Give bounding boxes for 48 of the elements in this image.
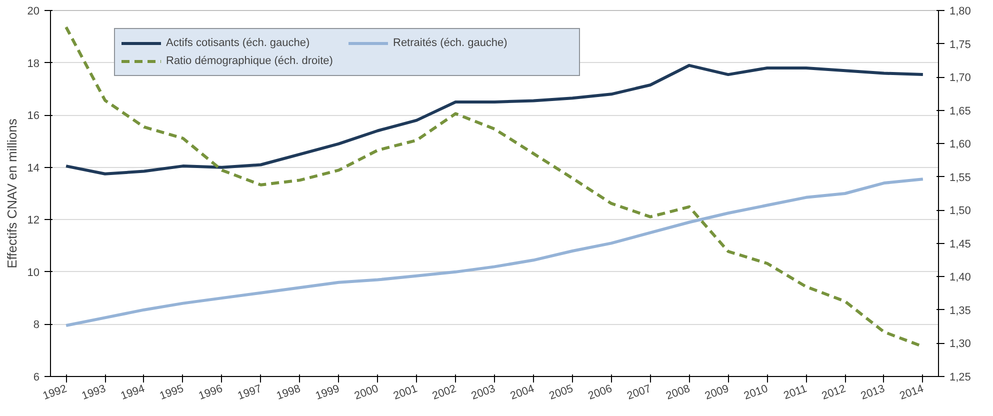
x-tick-label: 2012	[820, 382, 848, 402]
x-tick-label: 1993	[80, 382, 108, 402]
legend-label: Ratio démographique (éch. droite)	[166, 54, 334, 69]
x-tick-label: 2009	[703, 382, 731, 402]
x-tick-label: 2011	[782, 382, 808, 402]
x-tick-label: 1997	[236, 382, 264, 402]
x-tick-label: 2000	[352, 382, 380, 402]
y2-tick-label: 1,55	[950, 172, 971, 184]
x-tick-label: 2007	[626, 382, 653, 402]
x-tick-label: 2014	[898, 382, 926, 402]
y2-tick-label: 1,60	[950, 138, 971, 151]
y-tick-label: 12	[27, 214, 40, 227]
x-tick-label: 1996	[197, 382, 224, 402]
x-tick-label: 2002	[430, 382, 458, 402]
y2-tick-label: 1,40	[950, 272, 971, 284]
x-tick-label: 1995	[158, 382, 186, 402]
y2-tick-label: 1,25	[950, 372, 971, 384]
x-tick-label: 2003	[470, 382, 497, 402]
x-tick-label: 1998	[275, 382, 302, 402]
x-tick-label: 2006	[586, 382, 614, 402]
y-axis-title: Effectifs CNAV en millions	[4, 118, 20, 268]
y-tick-label: 20	[27, 6, 40, 18]
legend-label: Retraités (éch. gauche)	[393, 36, 508, 51]
y-tick-label: 16	[27, 110, 40, 122]
y-tick-label: 8	[33, 319, 40, 332]
y2-tick-label: 1,35	[950, 304, 971, 317]
y2-tick-label: 1,65	[950, 105, 971, 118]
y-tick-label: 10	[27, 266, 40, 279]
x-tick-label: 1999	[314, 382, 342, 402]
y2-tick-label: 1,30	[950, 338, 971, 350]
x-tick-label: 2005	[548, 382, 575, 402]
y2-tick-label: 1,75	[950, 38, 971, 51]
y-tick-label: 18	[27, 58, 40, 70]
y2-tick-label: 1,45	[950, 238, 971, 250]
x-tick-label: 2010	[742, 382, 770, 402]
x-tick-label: 2008	[664, 382, 692, 402]
line-series	[64, 178, 924, 328]
x-tick-label: 2013	[859, 382, 886, 402]
y2-tick-label: 1,80	[950, 6, 971, 18]
x-tick-label: 1994	[119, 382, 146, 402]
y2-tick-label: 1,70	[950, 72, 971, 84]
y-tick-label: 14	[27, 162, 40, 174]
x-tick-label: 2004	[508, 382, 536, 402]
legend-label: Actifs cotisants (éch. gauche)	[166, 36, 311, 51]
x-tick-label: 1992	[41, 382, 68, 402]
x-tick-label: 2001	[392, 382, 420, 402]
y2-tick-label: 1,50	[950, 205, 971, 218]
y-tick-label: 6	[33, 372, 40, 384]
